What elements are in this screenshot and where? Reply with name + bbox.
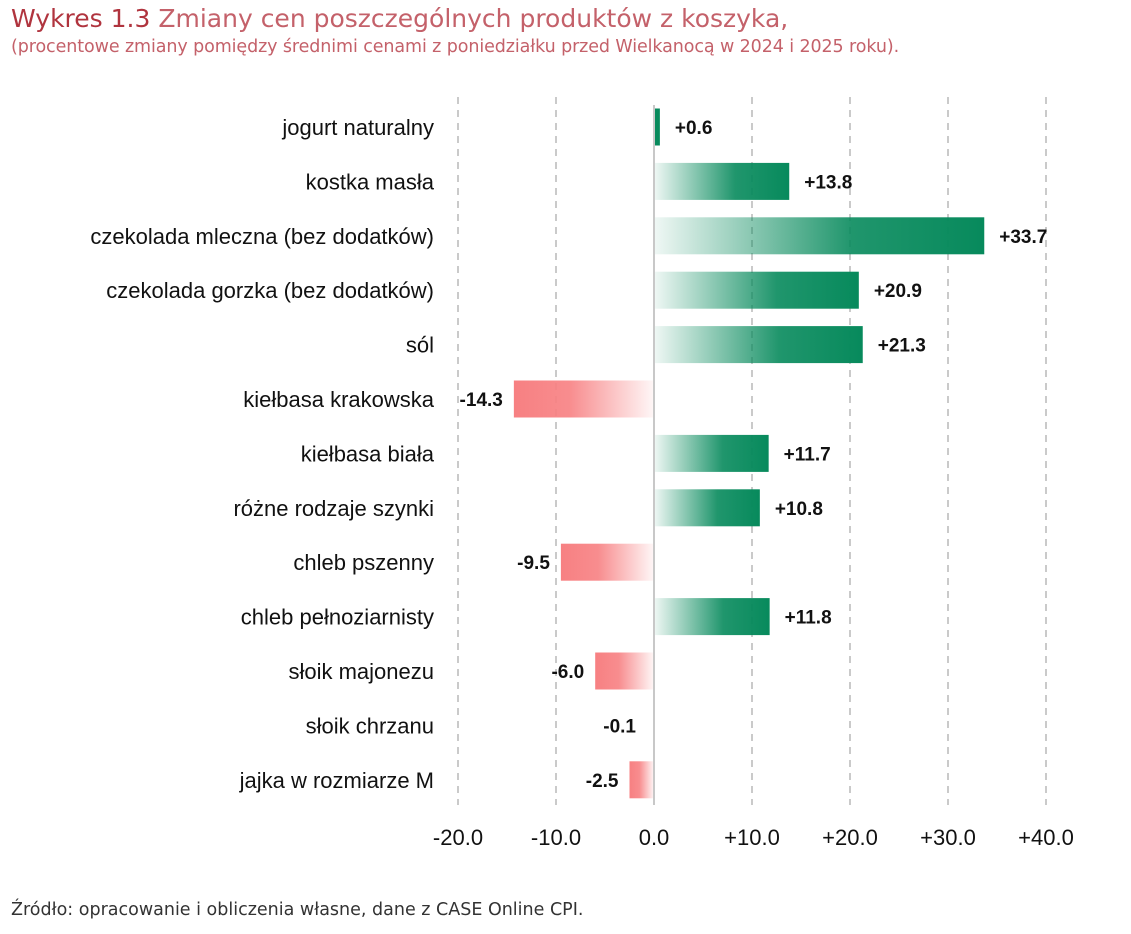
chart-subtitle: (procentowe zmiany pomiędzy średnimi cen… bbox=[11, 37, 900, 57]
bar bbox=[654, 271, 859, 309]
x-tick-label: +20.0 bbox=[822, 825, 878, 850]
x-tick-label: -10.0 bbox=[531, 825, 581, 850]
category-label: chleb pełnoziarnisty bbox=[241, 605, 434, 630]
source-note: Źródło: opracowanie i obliczenia własne,… bbox=[11, 900, 584, 920]
bar bbox=[513, 380, 654, 418]
x-tick-label: -20.0 bbox=[433, 825, 483, 850]
data-label: -14.3 bbox=[460, 390, 503, 411]
bar bbox=[654, 434, 769, 472]
value-labels: +0.6 +13.8 +33.7 +20.9 +21.3 -14.3 +11.7 +10.8 -… bbox=[460, 118, 1048, 792]
data-label: +13.8 bbox=[804, 172, 852, 193]
category-label: słoik chrzanu bbox=[306, 713, 434, 738]
chart-title-number: Wykres 1.3 bbox=[11, 4, 151, 33]
data-label: +33.7 bbox=[999, 227, 1047, 248]
category-label: kiełbasa krakowska bbox=[243, 387, 435, 412]
data-label: +11.7 bbox=[784, 444, 831, 465]
bar bbox=[654, 598, 770, 636]
bars bbox=[513, 108, 985, 799]
category-label: czekolada gorzka (bez dodatków) bbox=[106, 278, 434, 303]
data-label: -9.5 bbox=[517, 553, 550, 574]
bar bbox=[654, 326, 863, 364]
x-tick-label: 0.0 bbox=[639, 825, 670, 850]
x-tick-label: +30.0 bbox=[920, 825, 976, 850]
bar bbox=[629, 761, 654, 799]
category-label: kiełbasa biała bbox=[301, 441, 435, 466]
x-tick-label: +40.0 bbox=[1018, 825, 1074, 850]
data-label: +11.8 bbox=[785, 608, 832, 629]
bar bbox=[560, 543, 654, 581]
data-label: -2.5 bbox=[586, 771, 619, 792]
category-label: czekolada mleczna (bez dodatków) bbox=[90, 224, 434, 249]
bar bbox=[654, 217, 985, 255]
bar bbox=[654, 489, 760, 527]
data-label: -0.1 bbox=[603, 716, 636, 737]
category-label: kostka masła bbox=[306, 169, 435, 194]
category-label: sól bbox=[406, 333, 434, 358]
category-label: jajka w rozmiarze M bbox=[239, 768, 434, 793]
category-label: słoik majonezu bbox=[288, 659, 434, 684]
data-label: +10.8 bbox=[775, 499, 823, 520]
x-axis-tick-labels: -20.0 -10.0 0.0 +10.0 +20.0 +30.0 +40.0 bbox=[433, 825, 1074, 850]
category-labels: jogurt naturalny kostka masła czekolada ml… bbox=[90, 115, 434, 793]
chart-title: Wykres 1.3 Zmiany cen poszczególnych pro… bbox=[11, 2, 1126, 36]
data-label: -6.0 bbox=[551, 662, 584, 683]
category-label: jogurt naturalny bbox=[281, 115, 434, 140]
data-label: +20.9 bbox=[874, 281, 922, 302]
bar bbox=[654, 162, 790, 200]
chart-header: Wykres 1.3 Zmiany cen poszczególnych pro… bbox=[11, 2, 1126, 58]
category-label: różne rodzaje szynki bbox=[233, 496, 434, 521]
x-tick-label: +10.0 bbox=[724, 825, 780, 850]
bar-chart: jogurt naturalny kostka masła czekolada ml… bbox=[90, 97, 1074, 850]
bar bbox=[595, 652, 654, 690]
data-label: +0.6 bbox=[675, 118, 713, 139]
bar bbox=[654, 108, 660, 146]
chart-title-text: Zmiany cen poszczególnych produktów z ko… bbox=[158, 4, 789, 33]
data-label: +21.3 bbox=[878, 336, 926, 357]
category-label: chleb pszenny bbox=[293, 550, 434, 575]
